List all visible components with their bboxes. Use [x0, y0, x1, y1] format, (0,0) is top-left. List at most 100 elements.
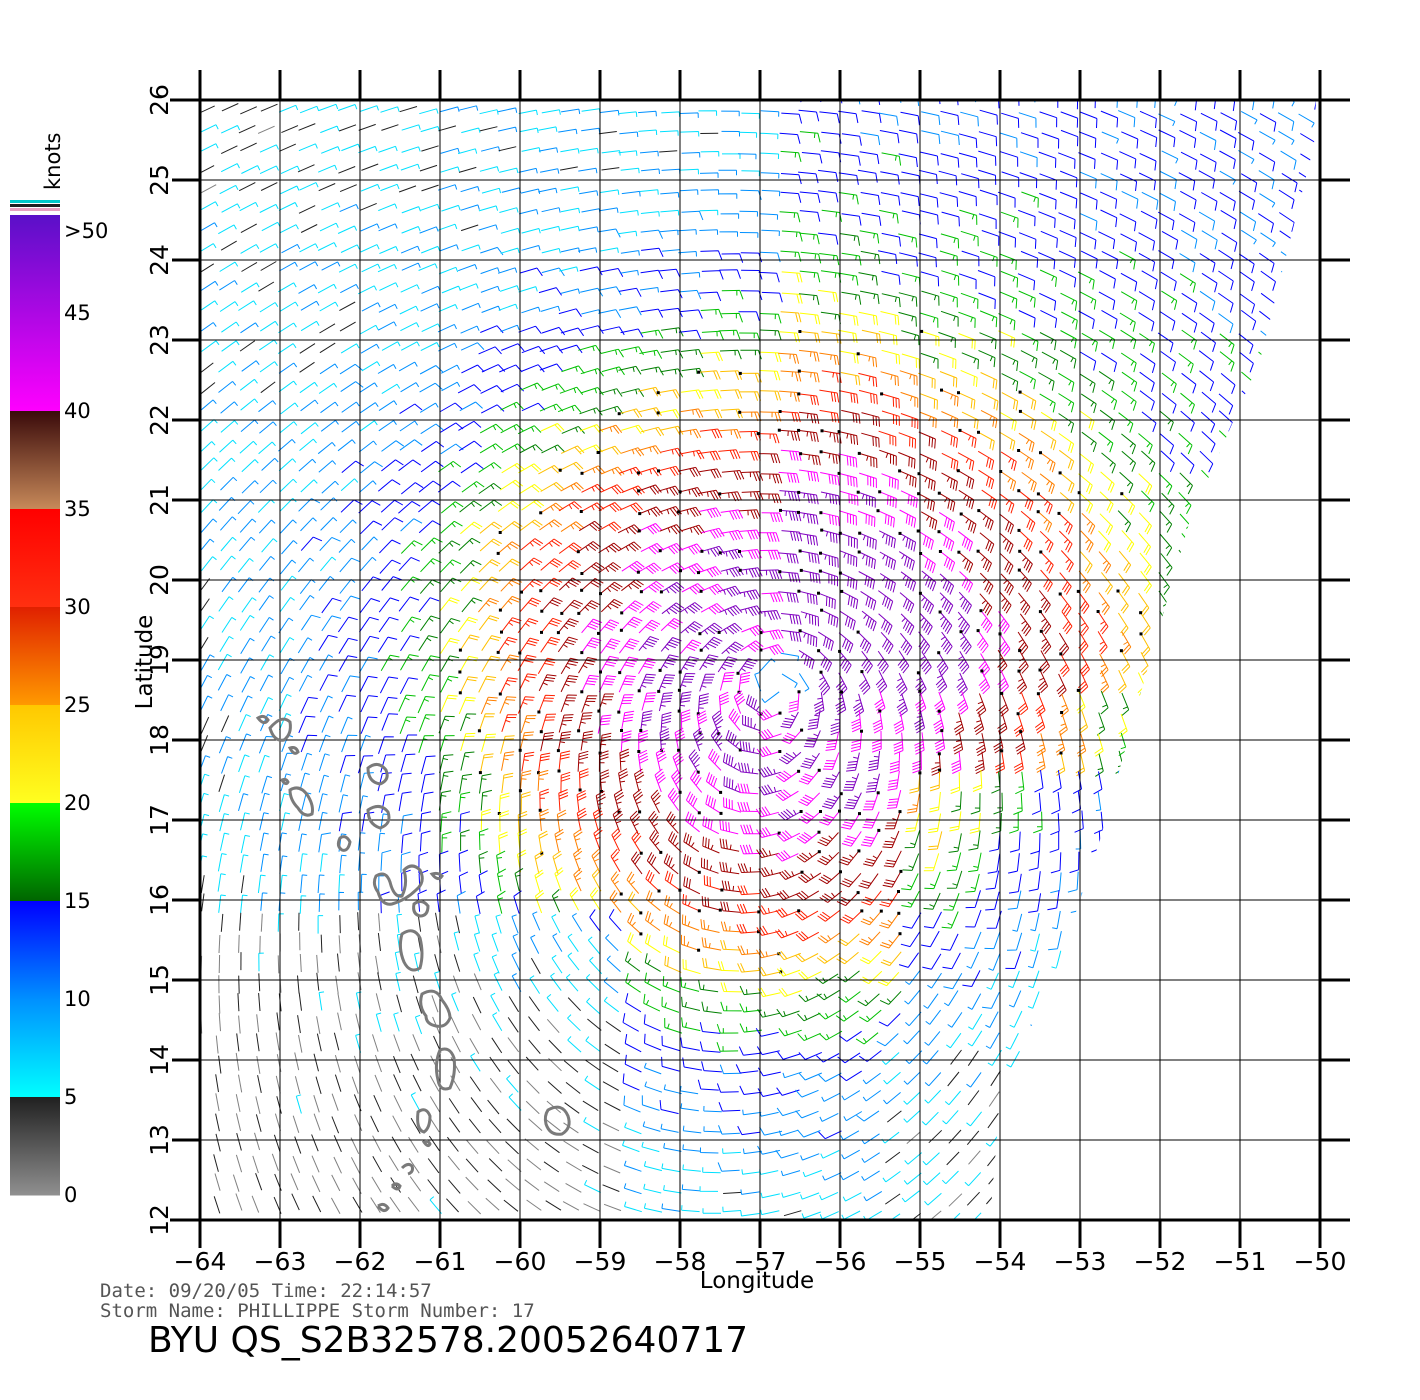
- wind-barb: [1141, 450, 1156, 472]
- wind-barb: [680, 168, 699, 175]
- wind-barb: [1274, 932, 1281, 952]
- wind-barb: [861, 212, 882, 226]
- wind-barb: [1113, 872, 1120, 891]
- wind-barb: [579, 147, 599, 154]
- wind-barb: [341, 86, 360, 92]
- wind-barb: [215, 1133, 221, 1152]
- wind-barb: [398, 596, 420, 612]
- wind-barb: [776, 770, 799, 783]
- wind-barb: [760, 1209, 780, 1216]
- wind-barb: [919, 193, 939, 208]
- wind-barb: [862, 792, 879, 811]
- wind-barb: [436, 935, 442, 954]
- wind-barb: [540, 502, 564, 514]
- wind-barb: [1136, 870, 1142, 890]
- wind-barb: [1192, 1171, 1200, 1190]
- wind-barb: [683, 832, 700, 853]
- rain-flag: [777, 428, 781, 432]
- wind-barb: [379, 539, 401, 554]
- wind-barb: [583, 1117, 600, 1132]
- wind-barb: [508, 1093, 522, 1111]
- wind-barb: [600, 638, 621, 654]
- wind-barb: [877, 250, 898, 264]
- wind-barb: [219, 439, 237, 453]
- wind-barb: [839, 350, 859, 364]
- wind-barb: [321, 146, 341, 154]
- wind-barb: [338, 124, 357, 132]
- wind-barb: [1090, 931, 1099, 950]
- wind-barb: [378, 223, 398, 232]
- wind-barb: [678, 673, 696, 691]
- wind-barb: [1039, 292, 1057, 311]
- wind-barb: [781, 230, 803, 242]
- wind-barb: [589, 887, 601, 911]
- wind-barb: [316, 1033, 322, 1052]
- wind-barb: [380, 696, 398, 715]
- wind-barb: [398, 694, 416, 712]
- wind-barb: [280, 657, 295, 675]
- wind-barb: [781, 292, 803, 304]
- wind-barb: [1061, 311, 1078, 330]
- wind-barb: [560, 148, 580, 154]
- wind-barb: [619, 638, 640, 654]
- wind-barb: [968, 830, 981, 851]
- wind-barb: [1241, 550, 1253, 574]
- wind-barb: [1298, 751, 1305, 772]
- wind-barb: [610, 848, 621, 873]
- wind-barb: [370, 1115, 379, 1133]
- wind-barb: [279, 793, 290, 812]
- wind-barb: [882, 830, 900, 849]
- wind-barb: [489, 1077, 502, 1093]
- wind-barb: [511, 973, 522, 992]
- wind-barb: [1093, 1032, 1101, 1050]
- wind-barb: [663, 1084, 682, 1095]
- wind-barb: [578, 712, 593, 731]
- wind-barb: [517, 618, 539, 634]
- wind-barb: [798, 109, 820, 122]
- wind-barb: [565, 1082, 581, 1094]
- wind-barb: [1040, 430, 1057, 451]
- rain-flag: [797, 589, 801, 593]
- rain-flag: [1057, 511, 1061, 515]
- wind-barb: [200, 419, 218, 432]
- wind-barb: [238, 975, 240, 994]
- wind-barb: [1298, 113, 1315, 128]
- wind-barb: [338, 694, 356, 712]
- wind-barb: [698, 507, 722, 519]
- wind-barb: [680, 112, 699, 118]
- wind-barb: [1138, 232, 1155, 251]
- wind-barb: [1259, 113, 1277, 132]
- wind-barb: [1027, 1031, 1041, 1049]
- wind-barb: [1128, 1072, 1140, 1091]
- wind-barb: [701, 857, 719, 874]
- wind-barb: [1215, 1170, 1223, 1189]
- wind-barb: [1139, 152, 1157, 171]
- wind-barb: [1300, 133, 1316, 153]
- wind-barb: [898, 129, 919, 144]
- wind-barb: [1161, 492, 1175, 515]
- wind-barb: [1278, 430, 1293, 453]
- wind-barb: [440, 655, 460, 672]
- wind-barb: [279, 421, 298, 434]
- wind-barb: [775, 929, 799, 939]
- wind-barb: [584, 1075, 601, 1091]
- wind-barb: [1177, 850, 1184, 870]
- wind-barb: [395, 971, 401, 992]
- wind-barb: [581, 127, 601, 134]
- wind-barb: [545, 1119, 561, 1132]
- wind-barb: [319, 536, 341, 552]
- wind-barb: [903, 1172, 922, 1185]
- wind-barb: [659, 1100, 679, 1115]
- wind-barb: [798, 590, 818, 606]
- wind-barb: [738, 509, 761, 520]
- wind-barb: [1018, 432, 1035, 453]
- wind-barb: [663, 1185, 682, 1194]
- wind-barb: [1240, 752, 1247, 772]
- wind-barb: [1101, 352, 1117, 373]
- wind-barb: [819, 1211, 839, 1220]
- wind-barb: [437, 480, 461, 493]
- rain-flag: [976, 549, 980, 553]
- wind-barb: [1039, 111, 1058, 128]
- wind-barb: [313, 1113, 321, 1131]
- wind-barb: [1095, 792, 1102, 812]
